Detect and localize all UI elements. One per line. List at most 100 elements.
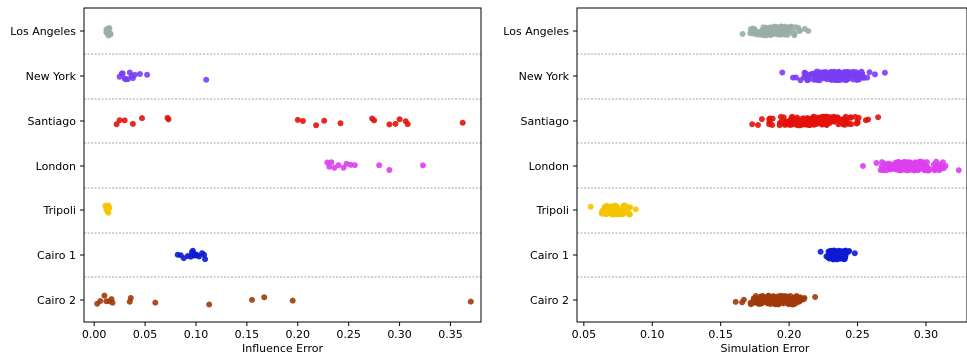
data-point bbox=[764, 297, 771, 303]
y-tick-label: Cairo 2 bbox=[530, 294, 569, 307]
data-point bbox=[839, 248, 846, 255]
data-point bbox=[758, 116, 765, 123]
data-point bbox=[762, 24, 769, 31]
data-point bbox=[129, 120, 136, 127]
data-point bbox=[756, 300, 763, 307]
data-point bbox=[866, 69, 873, 76]
data-point bbox=[97, 298, 104, 304]
data-point bbox=[139, 115, 145, 122]
x-axis-label: Simulation Error bbox=[721, 342, 810, 355]
data-point bbox=[740, 296, 747, 303]
y-tick-label: Tripoli bbox=[42, 204, 76, 217]
data-point bbox=[819, 121, 826, 128]
x-tick-label: 0.10 bbox=[640, 328, 665, 341]
data-point bbox=[865, 116, 872, 123]
data-point bbox=[906, 167, 913, 173]
data-point bbox=[104, 204, 111, 211]
x-tick-label: 0.30 bbox=[387, 328, 412, 341]
data-point bbox=[875, 114, 882, 121]
y-tick-label: Cairo 1 bbox=[37, 249, 76, 262]
data-point bbox=[858, 68, 865, 75]
data-point bbox=[805, 76, 812, 83]
data-point bbox=[795, 24, 802, 31]
data-point bbox=[121, 117, 128, 124]
data-point bbox=[116, 117, 123, 124]
x-tick-label: 0.30 bbox=[914, 328, 939, 341]
y-tick-label: New York bbox=[519, 70, 570, 83]
data-point bbox=[814, 117, 821, 124]
x-tick-label: 0.05 bbox=[572, 328, 597, 341]
data-point bbox=[152, 299, 159, 306]
data-point bbox=[101, 292, 108, 299]
data-point bbox=[739, 31, 746, 37]
data-point bbox=[860, 163, 866, 169]
y-tick-label: Cairo 2 bbox=[37, 294, 76, 307]
data-point bbox=[337, 120, 344, 127]
x-axis-label: Influence Error bbox=[242, 342, 323, 355]
data-point bbox=[842, 113, 849, 120]
data-point bbox=[144, 71, 151, 78]
data-point bbox=[587, 203, 594, 210]
axes-frame bbox=[83, 7, 482, 323]
data-point bbox=[872, 71, 878, 78]
data-point bbox=[124, 76, 131, 83]
data-point bbox=[386, 167, 393, 173]
data-point bbox=[880, 167, 887, 174]
x-tick-label: 0.25 bbox=[336, 328, 361, 341]
x-tick-label: 0.20 bbox=[777, 328, 802, 341]
data-point bbox=[822, 70, 829, 77]
data-point bbox=[749, 121, 756, 128]
data-point bbox=[127, 295, 134, 301]
data-point bbox=[392, 120, 399, 127]
y-tick-label: London bbox=[36, 160, 76, 173]
data-point bbox=[833, 252, 840, 259]
data-point bbox=[750, 299, 757, 306]
y-tick-label: Cairo 1 bbox=[530, 249, 569, 262]
data-point bbox=[261, 294, 268, 301]
data-point bbox=[955, 167, 962, 174]
data-point bbox=[206, 301, 213, 308]
data-point bbox=[751, 26, 758, 33]
data-point bbox=[779, 69, 786, 76]
data-point bbox=[777, 292, 784, 299]
data-point bbox=[796, 120, 803, 127]
data-point bbox=[786, 298, 793, 305]
data-point bbox=[784, 29, 791, 36]
data-point bbox=[420, 162, 426, 169]
data-point bbox=[396, 116, 403, 123]
data-point bbox=[798, 116, 805, 122]
data-point bbox=[612, 202, 619, 209]
data-point bbox=[828, 117, 835, 124]
data-point bbox=[879, 159, 885, 166]
x-tick-label: 0.25 bbox=[845, 328, 870, 341]
data-point bbox=[404, 121, 411, 128]
y-tick-label: Santiago bbox=[520, 115, 569, 128]
data-point bbox=[812, 294, 819, 300]
data-point bbox=[616, 209, 623, 216]
data-point bbox=[801, 69, 808, 76]
data-point bbox=[632, 206, 639, 213]
data-point bbox=[832, 74, 839, 81]
y-tick-label: Tripoli bbox=[535, 204, 569, 217]
data-point bbox=[376, 162, 383, 169]
x-tick-label: 0.35 bbox=[438, 328, 463, 341]
data-point bbox=[190, 252, 197, 259]
data-point bbox=[351, 162, 358, 169]
data-point bbox=[853, 120, 860, 127]
data-point bbox=[600, 208, 607, 215]
data-point bbox=[294, 116, 301, 123]
x-tick-label: 0.20 bbox=[286, 328, 311, 341]
data-point bbox=[626, 204, 633, 211]
data-point bbox=[779, 27, 786, 34]
data-point bbox=[321, 117, 328, 124]
data-point bbox=[105, 209, 112, 216]
data-point bbox=[934, 163, 941, 170]
data-point bbox=[202, 256, 209, 263]
data-point bbox=[835, 70, 842, 77]
data-point bbox=[759, 31, 766, 38]
data-point bbox=[335, 162, 342, 169]
data-point bbox=[386, 121, 393, 128]
y-tick-label: Santiago bbox=[27, 115, 76, 128]
y-tick-label: New York bbox=[26, 70, 77, 83]
